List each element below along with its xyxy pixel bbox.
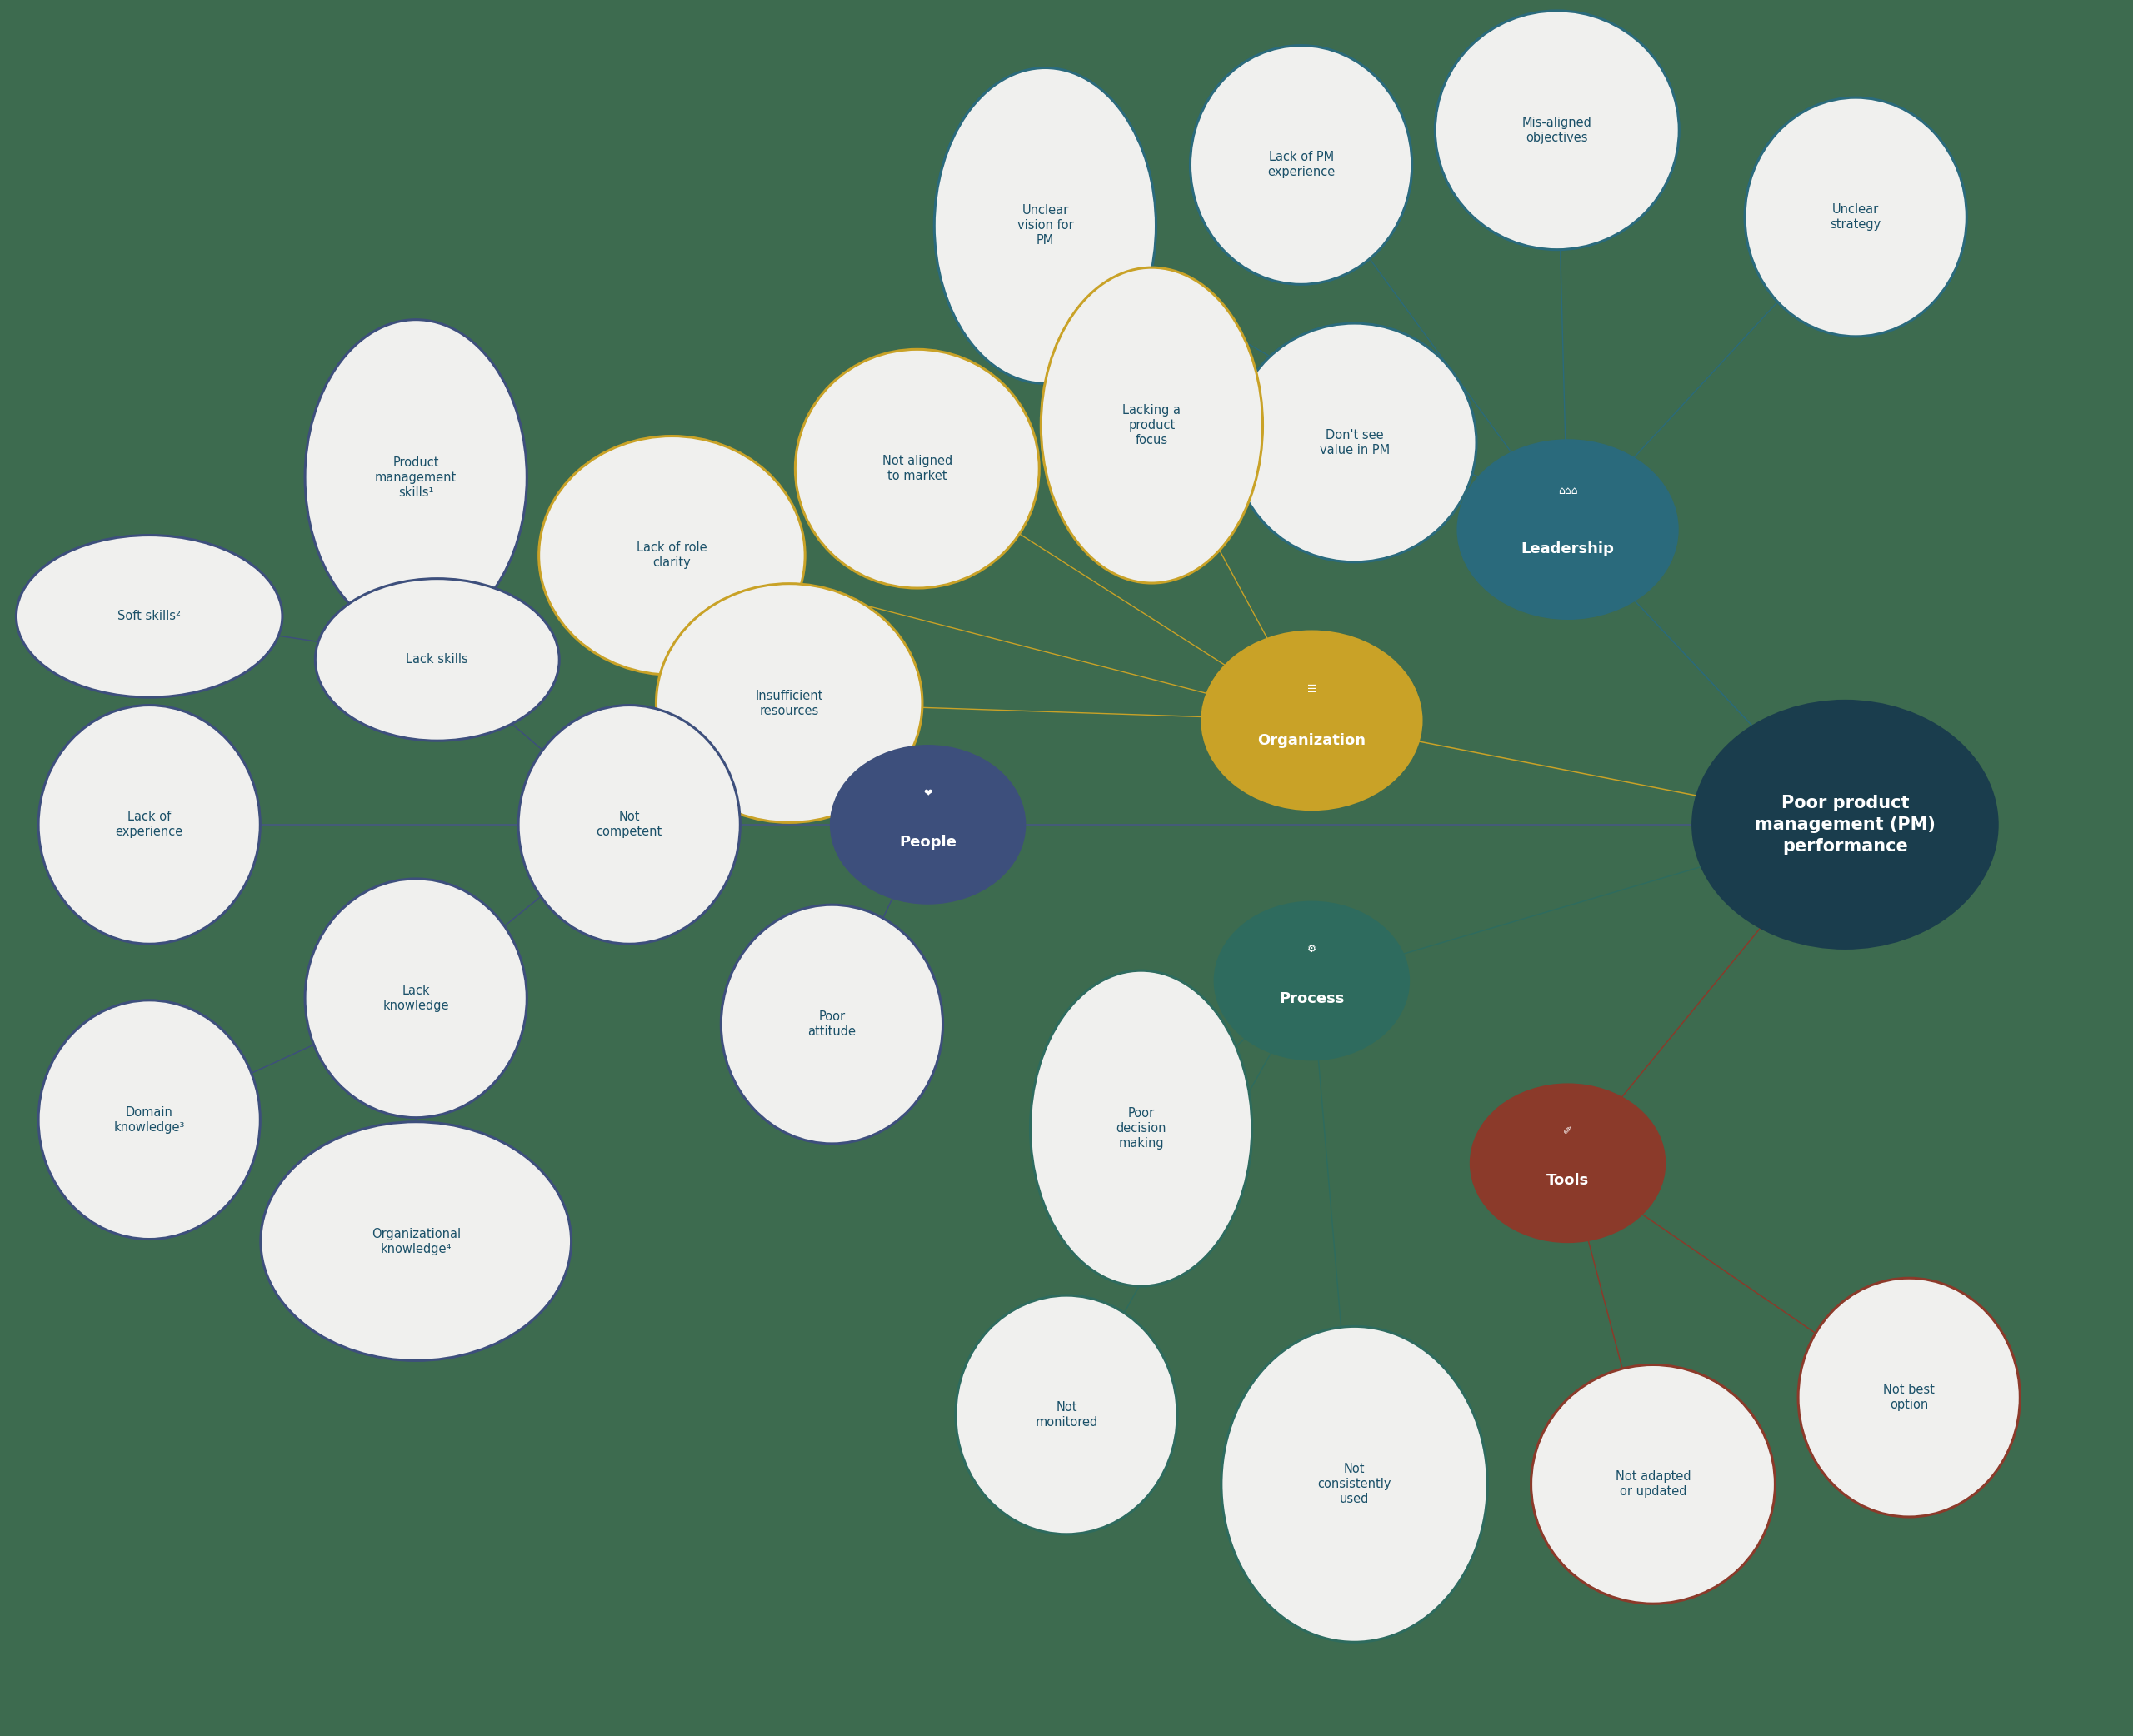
Text: Poor product
management (PM)
performance: Poor product management (PM) performance bbox=[1755, 795, 1935, 854]
Text: Leadership: Leadership bbox=[1521, 542, 1615, 557]
Ellipse shape bbox=[956, 1295, 1177, 1535]
Ellipse shape bbox=[305, 878, 527, 1118]
Text: Tools: Tools bbox=[1546, 1174, 1589, 1187]
Ellipse shape bbox=[38, 1000, 260, 1240]
Ellipse shape bbox=[934, 68, 1156, 384]
Circle shape bbox=[1470, 1083, 1666, 1243]
Text: Organizational
knowledge⁴: Organizational knowledge⁴ bbox=[371, 1227, 461, 1255]
Text: Don't see
value in PM: Don't see value in PM bbox=[1320, 429, 1389, 457]
Ellipse shape bbox=[1745, 97, 1967, 337]
Ellipse shape bbox=[260, 1121, 572, 1361]
Text: Lack of
experience: Lack of experience bbox=[115, 811, 183, 838]
Ellipse shape bbox=[38, 705, 260, 944]
Ellipse shape bbox=[1190, 45, 1412, 285]
Text: Not aligned
to market: Not aligned to market bbox=[883, 455, 951, 483]
Text: Unclear
vision for
PM: Unclear vision for PM bbox=[1017, 205, 1073, 247]
Text: Domain
knowledge³: Domain knowledge³ bbox=[113, 1106, 186, 1134]
Text: Unclear
strategy: Unclear strategy bbox=[1830, 203, 1881, 231]
Text: ✐: ✐ bbox=[1563, 1127, 1572, 1137]
Text: Process: Process bbox=[1280, 991, 1344, 1005]
Text: Not
monitored: Not monitored bbox=[1035, 1401, 1098, 1429]
Text: Lacking a
product
focus: Lacking a product focus bbox=[1122, 404, 1182, 446]
Ellipse shape bbox=[1222, 1326, 1487, 1642]
Circle shape bbox=[830, 745, 1026, 904]
Text: Product
management
skills¹: Product management skills¹ bbox=[375, 457, 456, 498]
Ellipse shape bbox=[17, 535, 282, 698]
Text: Mis-aligned
objectives: Mis-aligned objectives bbox=[1523, 116, 1591, 144]
Ellipse shape bbox=[657, 583, 921, 823]
Ellipse shape bbox=[1233, 323, 1476, 562]
Text: ⚙: ⚙ bbox=[1308, 944, 1316, 955]
Text: Lack of role
clarity: Lack of role clarity bbox=[636, 542, 708, 569]
Circle shape bbox=[1201, 630, 1423, 811]
Ellipse shape bbox=[796, 349, 1039, 589]
Text: Insufficient
resources: Insufficient resources bbox=[755, 689, 823, 717]
Ellipse shape bbox=[305, 319, 527, 635]
Text: Not
consistently
used: Not consistently used bbox=[1318, 1463, 1391, 1505]
Text: Poor
attitude: Poor attitude bbox=[808, 1010, 855, 1038]
Text: Lack of PM
experience: Lack of PM experience bbox=[1267, 151, 1335, 179]
Text: Not
competent: Not competent bbox=[597, 811, 661, 838]
Ellipse shape bbox=[1436, 10, 1679, 250]
Ellipse shape bbox=[721, 904, 943, 1144]
Text: Lack
knowledge: Lack knowledge bbox=[382, 984, 450, 1012]
Ellipse shape bbox=[1041, 267, 1263, 583]
Text: Poor
decision
making: Poor decision making bbox=[1116, 1108, 1167, 1149]
Text: ⌂⌂⌂: ⌂⌂⌂ bbox=[1557, 486, 1578, 496]
Text: Not adapted
or updated: Not adapted or updated bbox=[1615, 1470, 1691, 1498]
Ellipse shape bbox=[1030, 970, 1252, 1286]
Circle shape bbox=[1691, 700, 1999, 950]
Text: ☰: ☰ bbox=[1308, 684, 1316, 694]
Ellipse shape bbox=[1798, 1278, 2020, 1517]
Circle shape bbox=[1457, 439, 1679, 620]
Ellipse shape bbox=[540, 436, 804, 675]
Ellipse shape bbox=[316, 578, 559, 741]
Ellipse shape bbox=[518, 705, 740, 944]
Text: Lack skills: Lack skills bbox=[405, 653, 469, 667]
Circle shape bbox=[1214, 901, 1410, 1061]
Ellipse shape bbox=[1531, 1364, 1775, 1604]
Text: Organization: Organization bbox=[1258, 733, 1365, 748]
Text: People: People bbox=[900, 835, 956, 849]
Text: ❤: ❤ bbox=[924, 788, 932, 799]
Text: Not best
option: Not best option bbox=[1883, 1384, 1935, 1411]
Text: Soft skills²: Soft skills² bbox=[117, 609, 181, 623]
